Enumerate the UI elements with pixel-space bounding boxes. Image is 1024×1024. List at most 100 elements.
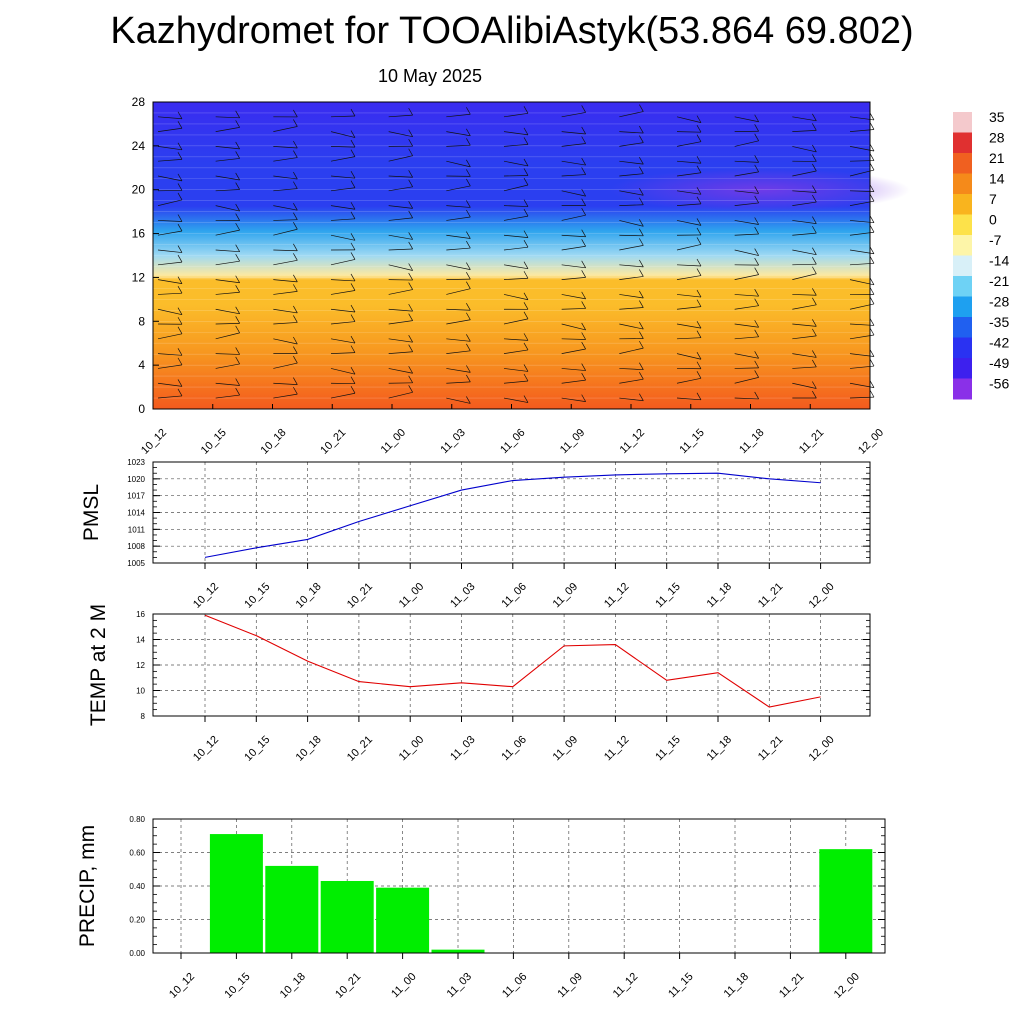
wind-barb xyxy=(215,189,240,192)
wind-barb xyxy=(619,190,644,196)
wind-barb xyxy=(273,175,298,180)
precip-bar xyxy=(819,849,873,953)
wind-barb xyxy=(792,130,817,132)
wind-barb-flag xyxy=(696,237,702,245)
x-tick-label: 11_12 xyxy=(602,581,632,611)
wind-barb-flag xyxy=(293,222,298,230)
x-tick-label: 11_00 xyxy=(397,734,427,764)
wind-barb xyxy=(388,131,413,138)
wind-barb xyxy=(676,131,702,133)
wind-barb xyxy=(273,157,298,162)
y-tick-label: 10 xyxy=(136,687,145,696)
wind-barb-flag xyxy=(696,361,702,369)
wind-barb xyxy=(215,146,240,150)
wind-barb-flag xyxy=(293,315,298,323)
x-tick-label: 10_21 xyxy=(345,734,375,764)
wind-barb-flag xyxy=(350,273,356,282)
x-tick-label: 10_12 xyxy=(139,427,169,457)
y-tick-label: 1023 xyxy=(127,458,145,467)
wind-barb xyxy=(157,175,183,182)
wind-barb xyxy=(503,205,529,207)
wind-barb-flag xyxy=(812,328,817,337)
wind-barb xyxy=(561,264,586,269)
wind-barb-flag xyxy=(293,305,298,314)
wind-barb xyxy=(388,264,413,271)
temperature-field xyxy=(153,102,870,409)
wind-barb xyxy=(330,352,356,354)
wind-barb-flag xyxy=(581,394,586,402)
wind-barb-flag xyxy=(466,262,471,270)
wind-barb-flag xyxy=(293,346,298,354)
wind-barb xyxy=(388,186,413,192)
wind-barb xyxy=(330,205,356,210)
wind-barb-flag xyxy=(696,165,702,173)
wind-barb-flag xyxy=(293,202,298,211)
wind-barb-flag xyxy=(812,319,817,327)
wind-barb xyxy=(676,220,702,226)
wind-barb xyxy=(792,220,817,224)
wind-barb-flag xyxy=(293,109,298,118)
wind-barb-flag xyxy=(696,196,702,205)
wind-barb-flag xyxy=(177,276,183,284)
wind-barb-flag xyxy=(350,211,356,219)
wind-barb-flag xyxy=(581,291,586,300)
wind-barb-flag xyxy=(466,200,471,208)
wind-barb xyxy=(388,320,413,325)
wind-barb-flag xyxy=(754,195,759,204)
wind-barb xyxy=(676,377,702,384)
x-tick-label: 10_21 xyxy=(333,971,363,1001)
wind-barb-flag xyxy=(177,111,183,119)
wind-barb xyxy=(561,379,586,384)
y-tick-label: 12 xyxy=(136,661,145,670)
wind-barb-flag xyxy=(812,297,817,305)
wind-barb-flag xyxy=(235,285,240,293)
wind-barb xyxy=(561,190,586,197)
wind-barb xyxy=(330,218,356,221)
wind-barb-flag xyxy=(581,341,586,350)
y-tick-label: 1014 xyxy=(127,509,145,518)
wind-barb-flag xyxy=(754,124,759,132)
wind-barb-flag xyxy=(639,197,644,205)
wind-barb xyxy=(619,347,644,354)
wind-barb xyxy=(446,234,471,239)
wind-barb-flag xyxy=(408,148,413,156)
wind-barb xyxy=(215,260,240,266)
x-tick-label: 11_12 xyxy=(611,971,641,1001)
wind-barb xyxy=(215,116,240,119)
wind-barb xyxy=(388,234,413,240)
wind-barb xyxy=(676,172,702,177)
wind-barb xyxy=(388,308,413,312)
x-tick-label: 11_21 xyxy=(797,427,827,457)
wind-barb xyxy=(330,175,356,179)
wind-barb-flag xyxy=(350,386,356,394)
wind-barb xyxy=(561,214,586,221)
x-tick-label: 11_15 xyxy=(677,427,707,457)
wind-barb xyxy=(330,156,356,162)
wind-barb-flag xyxy=(466,138,471,146)
x-tick-label: 10_21 xyxy=(318,427,348,457)
colorbar-label: -35 xyxy=(989,314,1009,330)
y-tick-label: 28 xyxy=(132,95,146,109)
wind-barb xyxy=(792,304,817,310)
wind-barb xyxy=(619,323,644,330)
wind-barb-flag xyxy=(754,114,759,122)
wind-barb-flag xyxy=(177,192,183,201)
wind-barb xyxy=(561,338,586,340)
wind-barb xyxy=(561,308,586,310)
wind-barb xyxy=(330,368,356,375)
colorbar-label: 14 xyxy=(989,171,1005,187)
wind-barb xyxy=(446,319,471,325)
wind-barb-flag xyxy=(639,321,644,330)
wind-barb-flag xyxy=(869,184,875,192)
wind-barb xyxy=(330,259,356,266)
wind-barb-flag xyxy=(639,340,644,349)
wind-barb xyxy=(446,368,471,373)
wind-barb xyxy=(446,308,471,311)
wind-barb xyxy=(792,116,817,122)
wind-barb xyxy=(734,220,759,225)
wind-barb xyxy=(676,323,702,329)
colorbar-label: -49 xyxy=(989,355,1009,371)
wind-barb-flag xyxy=(639,188,644,196)
wind-barb-flag xyxy=(869,215,875,223)
x-tick-label: 11_15 xyxy=(653,581,683,611)
